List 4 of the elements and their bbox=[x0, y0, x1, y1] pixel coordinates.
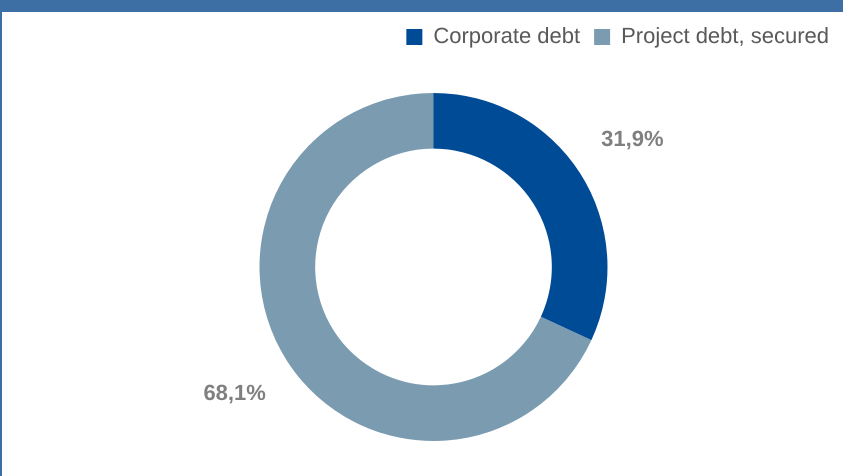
data-label: 68,1% bbox=[203, 380, 266, 406]
data-label: 31,9% bbox=[601, 126, 664, 151]
legend-label: Project debt, secured bbox=[621, 23, 830, 48]
legend-label: Corporate debt bbox=[433, 23, 580, 48]
